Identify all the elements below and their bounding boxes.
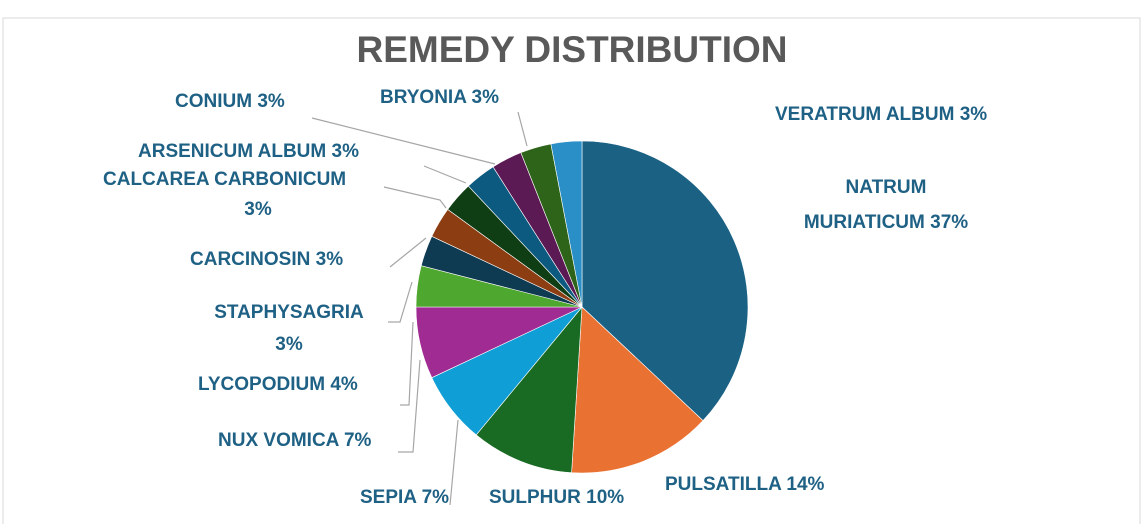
data-label-line: MURIATICUM 37% (804, 212, 968, 233)
category-label: CARCINOSIN (190, 249, 310, 270)
data-label-line: 3% (244, 199, 272, 220)
data-label-line: VERATRUM ALBUM 3% (775, 104, 987, 125)
pie-slice (550, 140, 583, 308)
data-label: SULPHUR 10% (489, 487, 624, 508)
data-label: PULSATILLA 14% (665, 474, 825, 495)
data-label-line: ARSENICUM ALBUM 3% (138, 141, 359, 162)
category-label: CALCAREA CARBONICUM (103, 169, 346, 190)
leader-line (423, 165, 467, 184)
data-label: NATRUM MURIATICUM 37% (804, 177, 968, 233)
category-label: STAPHYSAGRIA (214, 302, 364, 323)
value-label: 3% (332, 141, 360, 162)
leader-line (383, 186, 447, 209)
leader-line (400, 321, 414, 406)
data-label-line: 3% (275, 334, 303, 355)
leader-line (517, 111, 528, 147)
value-label: 4% (330, 374, 358, 395)
data-label: CONIUM 3% (175, 91, 285, 112)
data-label-line: SULPHUR 10% (489, 487, 624, 508)
category-label: NUX VOMICA (218, 430, 340, 451)
value-label: 14% (786, 474, 824, 495)
data-label: CALCAREA CARBONICUM 3% (103, 169, 346, 220)
data-label: VERATRUM ALBUM 3% (775, 104, 987, 125)
value-label: 3% (472, 87, 500, 108)
data-label: ARSENICUM ALBUM 3% (138, 141, 359, 162)
value-label: 7% (344, 430, 372, 451)
value-label: 3% (960, 104, 988, 125)
leader-line (389, 237, 427, 268)
pie-slice (475, 306, 583, 473)
category-label: LYCOPODIUM (198, 374, 325, 395)
data-label-line: STAPHYSAGRIA (214, 302, 364, 323)
category-label: SEPIA (360, 487, 417, 508)
category-label: SULPHUR (489, 487, 581, 508)
chart-title: REMEDY DISTRIBUTION (356, 29, 787, 70)
value-label: 3% (316, 249, 344, 270)
data-label: STAPHYSAGRIA 3% (214, 302, 364, 355)
value-label: 3% (275, 334, 303, 355)
value-label: 10% (586, 487, 624, 508)
data-label-line: BRYONIA 3% (380, 87, 499, 108)
category-label: BRYONIA (380, 87, 467, 108)
category-label: VERATRUM ALBUM (775, 104, 954, 125)
leader-line (311, 117, 496, 165)
value-label: 3% (244, 199, 272, 220)
data-label: LYCOPODIUM 4% (198, 374, 358, 395)
value-label: 7% (422, 487, 450, 508)
category-label: ARSENICUM ALBUM (138, 141, 326, 162)
data-label-line: CARCINOSIN 3% (190, 249, 343, 270)
pie-slice (571, 306, 704, 474)
category-label: CONIUM (175, 91, 252, 112)
data-label-line: SEPIA 7% (360, 487, 449, 508)
data-label-line: NUX VOMICA 7% (218, 430, 372, 451)
leader-line (398, 359, 421, 453)
leader-line (449, 419, 459, 506)
data-label-line: NATRUM (846, 177, 927, 198)
value-label: 3% (257, 91, 285, 112)
category-label-part: MURIATICUM (804, 212, 925, 233)
data-label-line: PULSATILLA 14% (665, 474, 825, 495)
data-label-line: LYCOPODIUM 4% (198, 374, 358, 395)
value-label: 37% (930, 212, 968, 233)
data-label: CARCINOSIN 3% (190, 249, 343, 270)
data-label: NUX VOMICA 7% (218, 430, 372, 451)
data-label: SEPIA 7% (360, 487, 449, 508)
pie-slice (581, 140, 749, 422)
data-label: BRYONIA 3% (380, 87, 499, 108)
leader-lines (311, 111, 528, 506)
data-label-line: CONIUM 3% (175, 91, 285, 112)
data-label-line: CALCAREA CARBONICUM (103, 169, 346, 190)
category-label-part: NATRUM (846, 177, 927, 198)
leader-line (388, 281, 413, 323)
category-label: PULSATILLA (665, 474, 782, 495)
